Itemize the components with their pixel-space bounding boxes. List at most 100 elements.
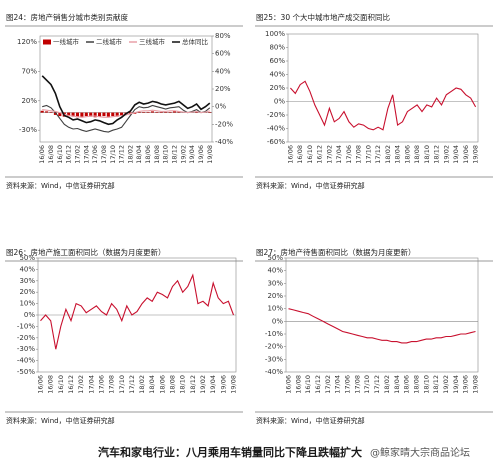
- y-tick-label: -30%: [265, 355, 283, 363]
- x-tick-label: 19/02: [442, 375, 450, 394]
- x-tick-label: 17/06: [344, 375, 352, 394]
- x-tick-label: 17/02: [73, 145, 81, 164]
- bar: [58, 112, 62, 117]
- bar: [177, 111, 181, 113]
- x-tick-label: 16/10: [57, 375, 65, 394]
- x-tick-label: 19/04: [209, 375, 217, 394]
- bar: [168, 111, 172, 113]
- x-tick-label: 18/06: [144, 145, 152, 164]
- x-tick-label: 18/06: [403, 375, 411, 394]
- x-tick-label: 18/06: [403, 145, 411, 164]
- y-tick-label: 10%: [267, 305, 283, 313]
- y-tick-label: -10%: [17, 322, 35, 330]
- chart-title: 图26：房地产施工面积同比（数据为月度更新）: [6, 247, 166, 257]
- watermark: @鲸家晴大宗商品论坛: [370, 446, 470, 459]
- bar: [102, 112, 106, 117]
- source: 资料来源：Wind，中信证券研究部: [6, 416, 115, 425]
- x-tick-label: 19/04: [452, 375, 460, 394]
- y-tick-label: 30%: [267, 279, 283, 287]
- y-tick-label: -40%: [267, 125, 285, 133]
- x-tick-label: 17/06: [97, 375, 105, 394]
- bar: [164, 111, 168, 113]
- series-line: [42, 109, 210, 118]
- x-tick-label: 18/02: [126, 145, 134, 164]
- bar: [49, 111, 53, 113]
- y-tick-label: -30%: [17, 345, 35, 353]
- x-tick-label: 16/06: [286, 145, 294, 164]
- x-tick-label: 19/06: [462, 375, 470, 394]
- bar: [155, 111, 159, 113]
- x-tick-label: 18/10: [179, 375, 187, 394]
- x-tick-label: 17/08: [100, 145, 108, 164]
- x-tick-label: 18/08: [412, 375, 420, 394]
- x-tick-label: 17/04: [87, 375, 95, 394]
- x-tick-label: 16/06: [37, 375, 45, 394]
- bar: [137, 111, 141, 113]
- source: 资料来源：Wind，中信证券研究部: [256, 416, 365, 425]
- series-line: [42, 104, 211, 133]
- x-tick-label: 18/02: [383, 375, 391, 394]
- y-tick-label: -10%: [265, 330, 283, 338]
- y2-tick-label: 40%: [215, 67, 231, 75]
- x-tick-label: 17/08: [353, 375, 361, 394]
- x-tick-label: 17/04: [335, 145, 343, 164]
- x-tick-label: 17/08: [108, 375, 116, 394]
- bar: [84, 112, 88, 117]
- legend-label: 二线城市: [96, 37, 123, 46]
- x-tick-label: 16/10: [306, 145, 314, 164]
- x-tick-label: 18/08: [153, 145, 161, 164]
- bar: [142, 111, 146, 113]
- y-tick-label: 40%: [19, 265, 35, 273]
- y-tick-label: 40%: [269, 71, 285, 79]
- x-tick-label: 18/08: [169, 375, 177, 394]
- x-tick-label: 16/12: [67, 375, 75, 394]
- x-tick-label: 19/02: [199, 375, 207, 394]
- bar: [111, 112, 115, 117]
- x-tick-label: 16/06: [38, 145, 46, 164]
- x-tick-label: 18/04: [394, 145, 402, 164]
- bar: [80, 112, 84, 117]
- x-tick-label: 17/06: [91, 145, 99, 164]
- x-tick-label: 17/02: [325, 145, 333, 164]
- x-tick-label: 16/08: [47, 145, 55, 164]
- bar: [150, 111, 155, 113]
- series-line: [41, 75, 211, 126]
- y-tick-label: -40%: [17, 357, 35, 365]
- bar: [97, 112, 102, 117]
- bar: [71, 112, 75, 117]
- y-tick-label: 10%: [19, 300, 35, 308]
- x-tick-label: 19/06: [219, 375, 227, 394]
- x-tick-label: 18/12: [171, 145, 179, 164]
- chart-title: 图24：房地产销售分城市类别贡献度: [6, 12, 129, 22]
- x-tick-label: 17/10: [109, 145, 117, 164]
- y-tick-label: 50%: [19, 254, 35, 262]
- y-tick-label: 0%: [274, 98, 285, 106]
- y-tick-label: -40%: [265, 368, 283, 376]
- y2-tick-label: -20%: [215, 120, 233, 128]
- y-tick-label: 60%: [269, 57, 285, 65]
- x-tick-label: 17/02: [324, 375, 332, 394]
- x-tick-label: 19/08: [472, 145, 480, 164]
- x-tick-label: 18/12: [189, 375, 197, 394]
- x-tick-label: 17/02: [77, 375, 85, 394]
- series-line: [288, 308, 476, 344]
- y-tick-label: 50%: [267, 254, 283, 262]
- x-tick-label: 16/12: [314, 375, 322, 394]
- bar: [89, 112, 93, 117]
- y-tick-label: -50%: [17, 368, 35, 376]
- chart-title: 图25：30 个大中城市地产成交面积同比: [256, 12, 390, 22]
- bar: [106, 112, 110, 117]
- x-tick-label: 16/10: [56, 145, 64, 164]
- x-tick-label: 19/02: [179, 145, 187, 164]
- y-tick-label: 100%: [265, 30, 285, 38]
- series-line: [40, 273, 235, 350]
- legend-label: 一线城市: [53, 37, 80, 46]
- bar: [115, 112, 119, 117]
- y2-tick-label: 0%: [215, 103, 226, 111]
- chart-title: 图27：房地产待售面积同比（数据为月度更新）: [256, 247, 416, 257]
- bar: [93, 112, 97, 118]
- x-tick-label: 16/08: [296, 145, 304, 164]
- x-tick-label: 18/12: [432, 375, 440, 394]
- x-tick-label: 18/08: [413, 145, 421, 164]
- x-tick-label: 19/08: [472, 375, 480, 394]
